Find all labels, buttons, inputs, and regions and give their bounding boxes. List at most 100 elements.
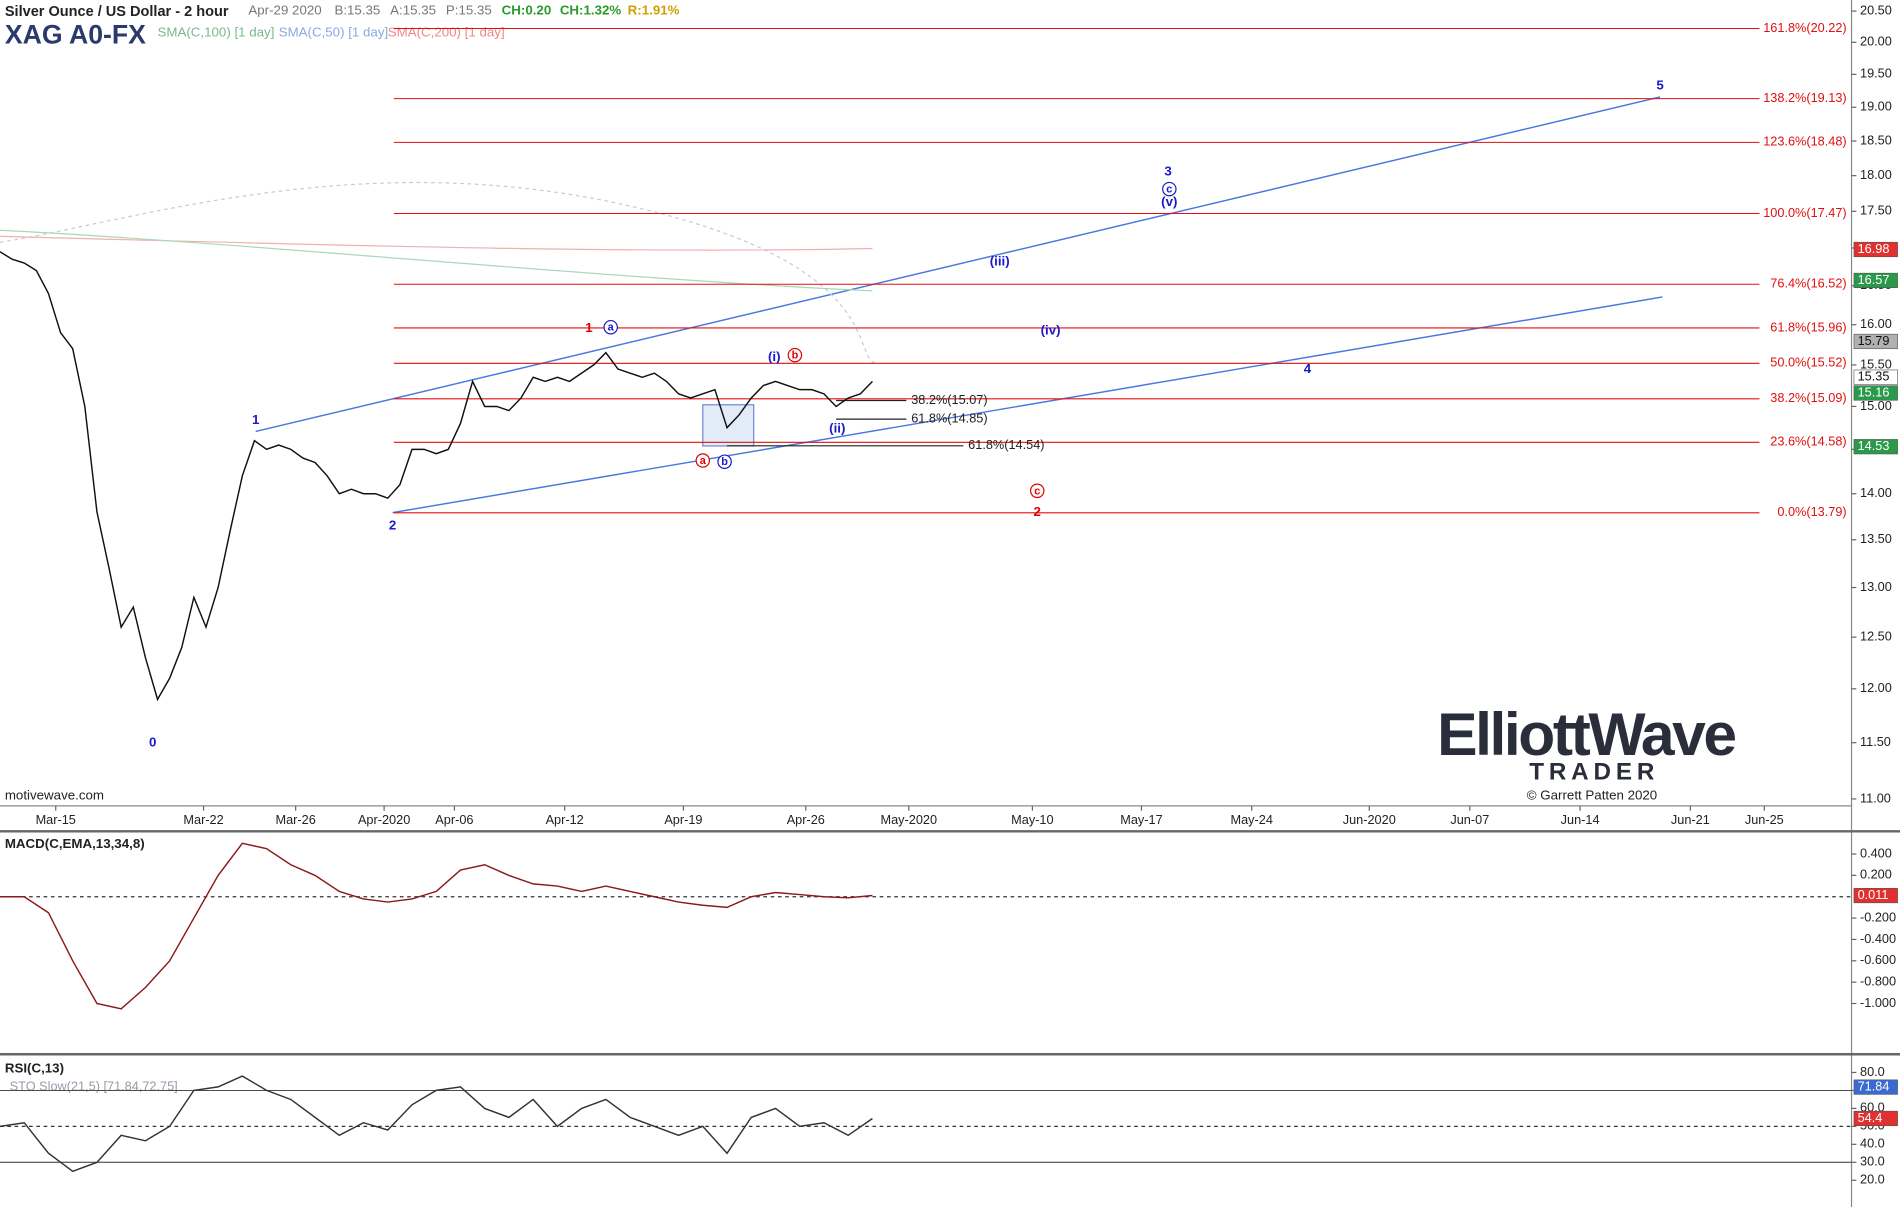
wave-label: a <box>700 455 707 467</box>
y-tick-label: 80.0 <box>1860 1064 1885 1079</box>
wave-label: (iv) <box>1041 322 1061 337</box>
y-tick-label: 15.00 <box>1860 398 1892 413</box>
x-tick-label: Jun-2020 <box>1343 812 1396 827</box>
price-badge <box>1853 241 1898 258</box>
wave-label: b <box>792 350 799 362</box>
header-date: Apr-29 2020 <box>248 2 321 17</box>
wave-label: c <box>1166 184 1172 196</box>
y-tick-label: 12.50 <box>1860 629 1892 644</box>
panel-subtitle: STO Slow(21,5) [71.84,72.75] <box>10 1078 178 1093</box>
fib-label: 61.8%(15.96) <box>1770 319 1846 334</box>
header-title: Silver Ounce / US Dollar - 2 hour <box>5 4 229 20</box>
y-tick-label: 18.50 <box>1860 132 1892 147</box>
fib-label: 161.8%(20.22) <box>1763 20 1846 35</box>
x-tick-label: May-10 <box>1011 812 1053 827</box>
wave-label: (iii) <box>990 253 1010 268</box>
y-tick-label: -1.000 <box>1860 995 1896 1010</box>
y-tick-label: 19.00 <box>1860 99 1892 114</box>
price-badge-label: 16.57 <box>1858 272 1890 287</box>
price-badge <box>1853 272 1898 289</box>
wave-label: 1 <box>585 320 593 335</box>
sma-line <box>0 235 873 251</box>
x-tick-label: May-2020 <box>881 812 938 827</box>
x-tick-label: Jun-07 <box>1450 812 1489 827</box>
x-tick-label: Mar-15 <box>36 812 76 827</box>
y-tick-label: 11.00 <box>1860 790 1891 805</box>
wave-label: 4 <box>1304 361 1312 376</box>
x-tick-label: Jun-14 <box>1561 812 1600 827</box>
macd-line <box>0 842 873 1010</box>
panel-title: RSI(C,13) <box>5 1060 64 1075</box>
price-badge-label: 15.16 <box>1858 384 1890 399</box>
price-badge-label: 0.011 <box>1858 887 1889 902</box>
wave-circle <box>603 319 618 335</box>
x-tick-label: Mar-22 <box>183 812 223 827</box>
price-badge-label: 15.35 <box>1858 369 1890 384</box>
header: Silver Ounce / US Dollar - 2 hour Apr-29… <box>5 2 680 802</box>
fib-label: 61.8%(14.54) <box>968 437 1044 452</box>
wave-label: a <box>608 322 615 334</box>
x-tick-label: Apr-12 <box>546 812 584 827</box>
y-tick-label: 17.50 <box>1860 203 1892 218</box>
y-tick-label: 16.00 <box>1860 316 1892 331</box>
y-tick-label: 13.50 <box>1860 531 1892 546</box>
wave-label: 5 <box>1656 78 1664 93</box>
y-tick-label: -0.200 <box>1860 909 1896 924</box>
wave-label: c <box>1034 485 1040 497</box>
y-tick-label: 20.00 <box>1860 34 1892 49</box>
y-tick-label: 0.200 <box>1860 867 1892 882</box>
fib-label: 23.6%(14.58) <box>1770 434 1846 449</box>
wave-label: 1 <box>252 412 260 427</box>
y-tick-label: 14.00 <box>1860 485 1892 500</box>
x-tick-label: Apr-06 <box>435 812 473 827</box>
sma-legend: SMA(C,100) [1 day] <box>158 24 275 39</box>
y-tick-label: -0.800 <box>1860 974 1896 989</box>
rsi-line <box>0 1075 873 1173</box>
wave-circle <box>1029 483 1045 499</box>
price-badge-label: 16.98 <box>1858 241 1890 256</box>
header-price: P:15.35 <box>446 2 492 17</box>
y-tick-label: 30.0 <box>1860 1154 1885 1169</box>
sma-legend: SMA(C,50) [1 day] <box>279 24 389 39</box>
logo-name: ElliottWave <box>1437 700 1735 768</box>
x-tick-label: Apr-26 <box>787 812 825 827</box>
fib-label: 38.2%(15.07) <box>911 392 987 407</box>
fib-label: 138.2%(19.13) <box>1763 90 1846 105</box>
wave-circle <box>695 453 711 468</box>
fib-label: 0.0%(13.79) <box>1777 504 1846 519</box>
x-tick-label: Mar-26 <box>276 812 316 827</box>
y-tick-label: 0.400 <box>1860 845 1892 860</box>
wave-label: 2 <box>1034 504 1041 519</box>
price-badge <box>1853 439 1898 455</box>
header-range: R:1.91% <box>628 2 680 17</box>
y-tick-label: 19.50 <box>1860 66 1892 81</box>
x-tick-label: Apr-19 <box>664 812 702 827</box>
sma-legend: SMA(C,200) [1 day] <box>388 24 505 39</box>
price-line <box>0 251 873 702</box>
y-tick-label: 40.0 <box>1860 1136 1885 1151</box>
fib-label: 61.8%(14.85) <box>911 410 987 425</box>
header-bid: B:15.35 <box>334 2 380 17</box>
trend-line <box>255 96 1661 433</box>
wave-circle <box>1162 181 1177 197</box>
fib-label: 50.0%(15.52) <box>1770 355 1846 370</box>
header-change: CH:0.20 <box>502 2 552 17</box>
wave-label: 0 <box>149 734 156 749</box>
price-badge <box>1853 887 1898 904</box>
wave-label: (ii) <box>829 421 845 436</box>
trend-line <box>392 296 1663 514</box>
wave-circle <box>787 347 803 363</box>
header-change-pct: CH:1.32% <box>560 2 622 17</box>
y-tick-label: 11.50 <box>1860 734 1891 749</box>
x-tick-label: May-24 <box>1231 812 1273 827</box>
price-badge-label: 14.53 <box>1858 438 1890 453</box>
x-tick-label: Apr-2020 <box>358 812 410 827</box>
y-tick-label: 15.50 <box>1860 356 1892 371</box>
price-badge-label: 71.84 <box>1858 1078 1890 1093</box>
x-tick-label: Jun-25 <box>1745 812 1784 827</box>
price-badge <box>1853 1079 1898 1095</box>
header-ask: A:15.35 <box>390 2 436 17</box>
